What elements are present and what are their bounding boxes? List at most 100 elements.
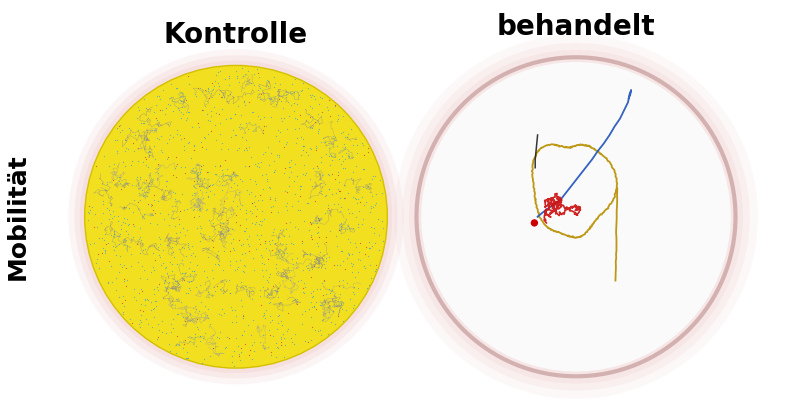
Point (165, 321, 178, 328)
Point (234, 257, 246, 264)
Point (237, 313, 250, 319)
Point (249, 178, 262, 184)
Point (242, 242, 255, 249)
Point (327, 201, 340, 207)
Point (306, 235, 319, 242)
Point (282, 112, 295, 119)
Point (291, 278, 304, 284)
Point (190, 171, 203, 177)
Point (169, 196, 182, 202)
Point (268, 157, 281, 164)
Point (303, 249, 316, 256)
Point (304, 124, 317, 131)
Point (83, 209, 96, 216)
Point (304, 231, 317, 238)
Point (242, 322, 254, 328)
Point (186, 243, 198, 249)
Point (250, 206, 263, 213)
Point (229, 111, 242, 118)
Point (174, 109, 187, 115)
Point (274, 98, 287, 105)
Point (258, 148, 271, 155)
Point (282, 164, 295, 171)
Point (168, 164, 181, 171)
Point (362, 245, 375, 252)
Point (196, 144, 209, 151)
Point (117, 311, 130, 317)
Point (304, 251, 317, 258)
Point (195, 360, 208, 366)
Point (315, 332, 328, 339)
Point (336, 283, 349, 290)
Point (256, 331, 269, 338)
Point (186, 206, 199, 213)
Point (302, 200, 315, 206)
Point (350, 150, 363, 157)
Point (164, 234, 177, 241)
Point (234, 344, 247, 351)
Point (302, 262, 314, 268)
Point (216, 182, 229, 188)
Point (279, 164, 292, 171)
Point (194, 169, 206, 176)
Point (194, 85, 206, 91)
Point (270, 343, 283, 350)
Point (119, 148, 132, 154)
Point (227, 362, 240, 369)
Point (121, 222, 134, 229)
Point (135, 187, 148, 193)
Point (180, 97, 193, 103)
Point (349, 274, 362, 280)
Point (227, 179, 240, 186)
Point (281, 200, 294, 207)
Text: Kontrolle: Kontrolle (164, 21, 308, 49)
Point (194, 163, 207, 169)
Point (146, 127, 158, 133)
Point (186, 268, 199, 274)
Point (230, 182, 243, 189)
Point (246, 317, 259, 324)
Point (97, 200, 110, 207)
Point (279, 203, 292, 209)
Point (188, 213, 201, 220)
Point (152, 197, 165, 204)
Point (314, 175, 327, 182)
Point (262, 238, 275, 245)
Point (262, 344, 274, 350)
Point (170, 229, 183, 236)
Point (202, 306, 214, 312)
Point (262, 299, 275, 306)
Point (268, 194, 281, 201)
Point (305, 299, 318, 305)
Point (174, 299, 187, 306)
Point (300, 263, 313, 270)
Point (118, 163, 131, 169)
Point (225, 303, 238, 310)
Point (366, 176, 378, 182)
Point (288, 89, 301, 95)
Point (209, 288, 222, 294)
Point (251, 160, 264, 166)
Point (342, 131, 354, 137)
Point (170, 350, 182, 356)
Point (214, 131, 226, 138)
Point (100, 241, 113, 248)
Point (133, 173, 146, 180)
Point (106, 215, 118, 221)
Point (102, 279, 114, 285)
Point (238, 283, 251, 289)
Point (193, 213, 206, 219)
Point (305, 264, 318, 270)
Point (234, 278, 247, 285)
Point (139, 177, 152, 184)
Point (235, 332, 248, 338)
Point (283, 277, 296, 283)
Point (90, 256, 103, 262)
Point (281, 139, 294, 146)
Point (138, 267, 150, 273)
Point (253, 287, 266, 294)
Point (182, 265, 195, 271)
Point (134, 225, 146, 231)
Point (302, 84, 314, 91)
Point (175, 270, 188, 276)
